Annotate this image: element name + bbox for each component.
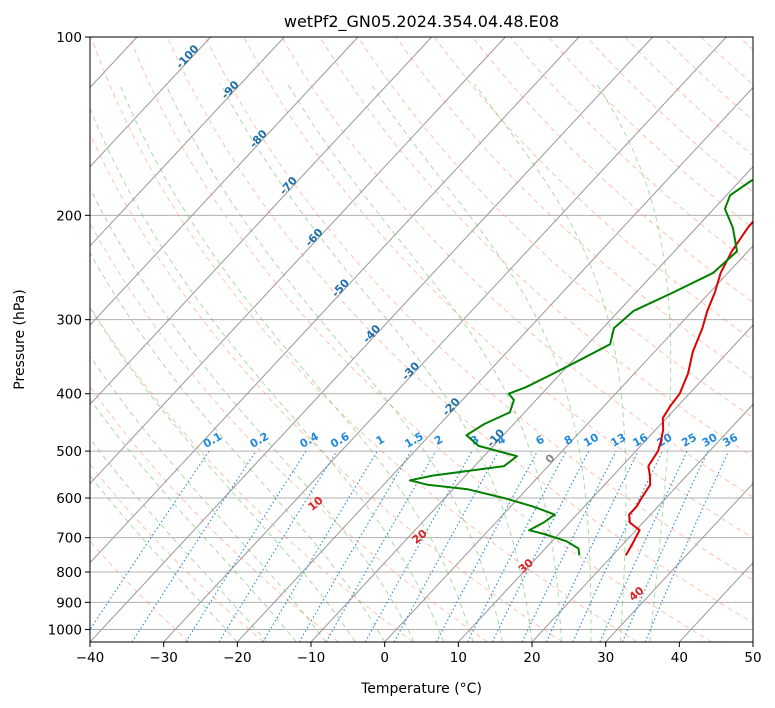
x-axis-label: Temperature (°C)	[360, 681, 482, 697]
moist-adiabat-line	[287, 83, 562, 642]
isotherm-line	[90, 37, 285, 247]
mixing-ratio-line	[218, 450, 338, 642]
mixing-ratio-line	[364, 450, 473, 642]
dry-adiabat-line	[433, 37, 753, 341]
y-tick-label: 700	[56, 531, 82, 547]
mixing-ratio-line	[435, 450, 538, 642]
x-tick-label: 20	[523, 650, 540, 666]
mixing-ratio-line	[521, 450, 617, 642]
x-tick-label: 10	[450, 650, 467, 666]
moist-adiabat-line	[220, 83, 533, 642]
moist-adiabat-line	[370, 83, 592, 642]
moist-adiabat-line	[90, 398, 297, 642]
dry-adiabat-line	[128, 37, 712, 642]
y-axis: 100 200 300 400 500 600 700 800 900 1000	[48, 30, 90, 638]
isotherm-line	[163, 37, 727, 642]
data-series	[408, 178, 753, 556]
mixing-ratio-line	[393, 450, 500, 642]
moist-adiabat-line	[90, 437, 268, 642]
y-tick-label: 300	[56, 313, 82, 329]
y-tick-label: 800	[56, 565, 82, 581]
y-tick-label: 200	[56, 208, 82, 224]
x-tick-label: −30	[149, 650, 178, 666]
moist-adiabat-line	[90, 106, 445, 642]
x-tick-label: 40	[671, 650, 688, 666]
background-lines	[90, 37, 753, 642]
mixing-ratio-line	[621, 450, 709, 642]
x-tick-label: 30	[597, 650, 614, 666]
y-tick-label: 400	[56, 387, 82, 403]
x-axis: −40 −30 −20 −10 0 10 20 30 40 50	[76, 642, 762, 666]
moist-adiabat-line	[90, 252, 386, 642]
moist-adiabat-line	[90, 475, 238, 642]
mixing-ratio-line	[90, 450, 210, 631]
isotherm-line	[90, 37, 506, 485]
dry-adiabat-line	[319, 37, 753, 458]
y-tick-label: 500	[56, 444, 82, 460]
dry-adiabat-line	[90, 132, 563, 642]
mixing-ratio-line	[644, 450, 729, 642]
dewpoint-line	[408, 178, 753, 556]
isotherm-line	[384, 245, 753, 642]
isotherm-line	[457, 324, 753, 642]
y-tick-label: 900	[56, 595, 82, 611]
x-tick-label: −40	[76, 650, 105, 666]
x-tick-label: 50	[744, 650, 761, 666]
mixing-ratio-line	[131, 450, 257, 642]
mixing-ratio-line	[491, 450, 590, 642]
isotherm-line	[90, 37, 433, 406]
temperature-line	[624, 220, 753, 556]
dry-adiabat-line	[90, 305, 414, 642]
moist-adiabat-line	[596, 83, 672, 642]
chart-title: wetPf2_GN05.2024.354.04.48.E08	[284, 12, 559, 32]
x-tick-label: −20	[223, 650, 252, 666]
isotherm-line	[605, 482, 753, 642]
y-axis-label: Pressure (hPa)	[12, 289, 28, 389]
y-tick-label: 100	[56, 30, 82, 46]
dry-adiabat-line	[281, 37, 753, 498]
dry-adiabat-line	[90, 37, 638, 642]
isotherm-line	[90, 37, 580, 564]
x-tick-label: 0	[380, 650, 389, 666]
x-tick-label: −10	[297, 650, 326, 666]
moist-adiabat-line	[90, 355, 327, 642]
isotherm-line	[90, 37, 654, 642]
dry-adiabat-line	[90, 463, 264, 642]
isotherm-line	[90, 37, 212, 168]
plot-frame	[89, 36, 754, 643]
y-tick-label: 1000	[48, 622, 82, 638]
moist-adiabat-line	[119, 83, 474, 642]
dry-adiabat-line	[395, 37, 753, 380]
dry-adiabat-line	[90, 222, 488, 642]
mixing-ratio-line	[185, 450, 307, 642]
isotherm-line	[531, 403, 753, 642]
dry-adiabat-line	[166, 37, 753, 624]
y-tick-label: 600	[56, 491, 82, 507]
isotherm-line	[90, 37, 359, 326]
isotherm-line	[236, 86, 753, 642]
